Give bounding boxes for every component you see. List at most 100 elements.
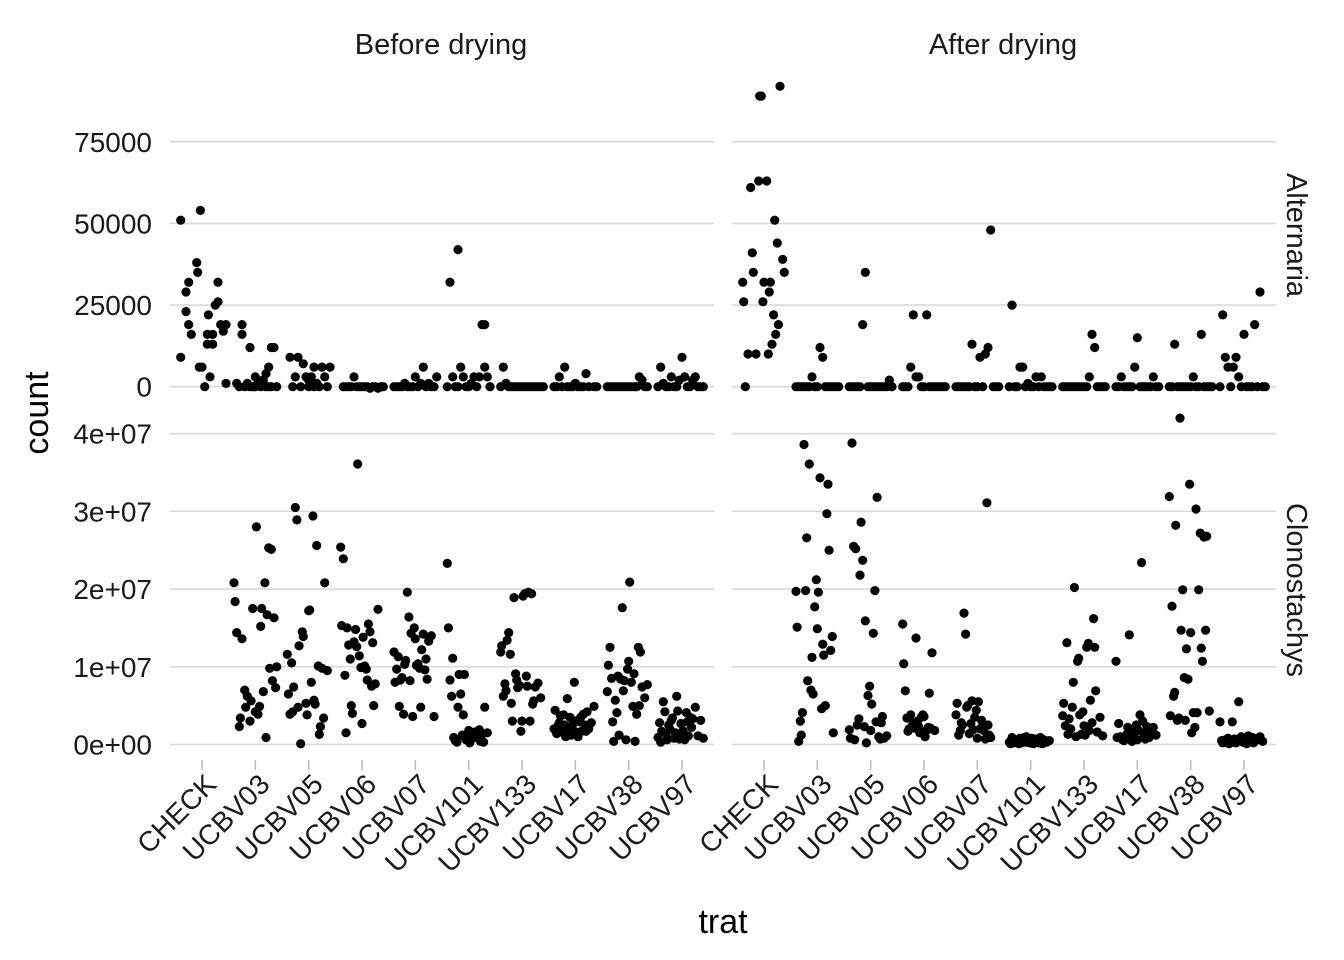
y-tick-label-r0-2: 50000	[74, 208, 152, 239]
point-r1-c1-96	[971, 705, 981, 715]
point-r1-c1-44	[865, 681, 875, 691]
point-r1-c0-201	[586, 718, 596, 728]
point-r1-c0-102	[410, 634, 420, 644]
point-r1-c1-38	[856, 517, 866, 527]
point-r1-c0-53	[315, 722, 325, 732]
point-r0-c0-150	[592, 382, 602, 392]
point-r1-c1-22	[820, 701, 830, 711]
point-r1-c1-152	[1078, 707, 1088, 717]
point-r1-c0-173	[536, 693, 546, 703]
point-r1-c0-246	[672, 691, 682, 701]
point-r1-c1-63	[906, 710, 916, 720]
point-r0-c0-15	[203, 310, 213, 320]
point-r1-c1-225	[1215, 717, 1225, 727]
point-r1-c1-39	[858, 555, 868, 565]
point-r0-c1-48	[858, 320, 868, 330]
point-r1-c1-8	[802, 533, 812, 543]
point-r0-c0-177	[680, 372, 690, 382]
point-r0-c1-175	[1250, 320, 1260, 330]
point-r0-c0-48	[285, 352, 295, 362]
point-r1-c0-16	[256, 621, 266, 632]
point-r0-c0-139	[560, 362, 570, 372]
point-r0-c0-28	[237, 320, 247, 330]
point-r0-c1-22	[773, 320, 784, 330]
point-r1-c1-86	[957, 720, 968, 730]
point-r0-c1-164	[1220, 352, 1230, 362]
y-axis-title: count	[18, 371, 56, 455]
point-r1-c0-170	[529, 696, 539, 706]
point-r1-c0-210	[612, 708, 622, 718]
point-r0-c1-66	[914, 372, 924, 382]
point-r1-c0-67	[347, 708, 357, 719]
point-r1-c0-208	[609, 736, 619, 747]
point-r1-c0-2	[232, 628, 242, 638]
point-r1-c0-219	[624, 656, 634, 666]
point-r1-c1-149	[1074, 653, 1084, 663]
point-r1-c0-26	[269, 613, 279, 623]
point-r1-c0-5	[237, 634, 247, 644]
point-r1-c0-4	[235, 713, 245, 723]
point-r1-c0-117	[445, 675, 455, 685]
point-r0-c0-105	[456, 362, 466, 372]
point-r1-c0-203	[602, 687, 612, 697]
point-r1-c1-27	[827, 631, 837, 642]
point-r1-c0-1	[230, 596, 240, 607]
point-r1-c0-209	[610, 695, 620, 705]
point-r1-c0-66	[346, 701, 356, 711]
point-r0-c1-64	[908, 310, 918, 320]
point-r1-c1-18	[815, 473, 825, 483]
point-r0-c1-168	[1231, 352, 1241, 362]
y-tick-label-r0-3: 75000	[74, 127, 152, 158]
point-r1-c0-28	[272, 662, 282, 672]
point-r1-c1-224	[1204, 706, 1214, 716]
point-r1-c0-262	[698, 733, 708, 743]
y-tick-label-r0-0: 0	[136, 372, 152, 403]
point-r1-c0-83	[369, 701, 379, 711]
point-r1-c1-158	[1085, 695, 1095, 705]
point-r0-c1-134	[1127, 382, 1137, 392]
point-r1-c0-220	[625, 577, 635, 587]
point-r1-c1-28	[828, 728, 838, 738]
point-r1-c1-29	[844, 725, 854, 735]
x-axis-title: trat	[698, 903, 748, 941]
point-r1-c0-93	[399, 709, 409, 719]
point-r0-c1-10	[756, 91, 766, 101]
point-r1-c0-207	[608, 717, 618, 727]
point-r0-c0-117	[485, 382, 495, 392]
point-r0-c1-87	[978, 382, 988, 392]
point-r0-c1-95	[1007, 300, 1017, 310]
point-r1-c1-54	[877, 711, 888, 722]
point-r1-c1-13	[808, 689, 818, 699]
point-r1-c1-143	[1066, 724, 1076, 734]
point-r1-c1-59	[900, 686, 910, 696]
point-r0-c1-99	[1018, 362, 1028, 372]
point-r1-c0-143	[480, 702, 490, 712]
point-r0-c1-23	[775, 81, 785, 91]
point-r0-c0-18	[208, 329, 218, 339]
point-r1-c1-168	[1114, 718, 1124, 729]
point-r0-c1-24	[778, 254, 788, 264]
point-r1-c1-16	[812, 624, 822, 634]
point-r1-c0-85	[373, 604, 383, 614]
point-r1-c0-184	[562, 694, 572, 704]
point-r0-c1-14	[763, 349, 773, 359]
point-r1-c1-9	[803, 676, 813, 686]
point-r1-c1-196	[1165, 711, 1175, 721]
point-r1-c0-247	[673, 706, 683, 716]
point-r1-c1-164	[1095, 712, 1105, 722]
point-r1-c1-4	[796, 730, 806, 740]
point-r1-c0-125	[456, 689, 466, 699]
point-r0-c0-97	[429, 382, 439, 392]
point-r1-c1-0	[791, 586, 801, 597]
point-r1-c0-111	[422, 674, 432, 684]
point-r1-c0-7	[241, 702, 251, 712]
point-r1-c1-67	[911, 633, 921, 643]
point-r0-c0-32	[245, 342, 255, 353]
point-r0-c0-114	[480, 320, 490, 330]
point-r1-c1-105	[983, 720, 993, 730]
point-r1-c0-189	[569, 677, 579, 687]
point-r0-c0-2	[181, 307, 191, 317]
point-r1-c0-23	[265, 663, 275, 673]
point-r0-c0-47	[272, 382, 282, 392]
point-r1-c1-48	[870, 586, 880, 596]
